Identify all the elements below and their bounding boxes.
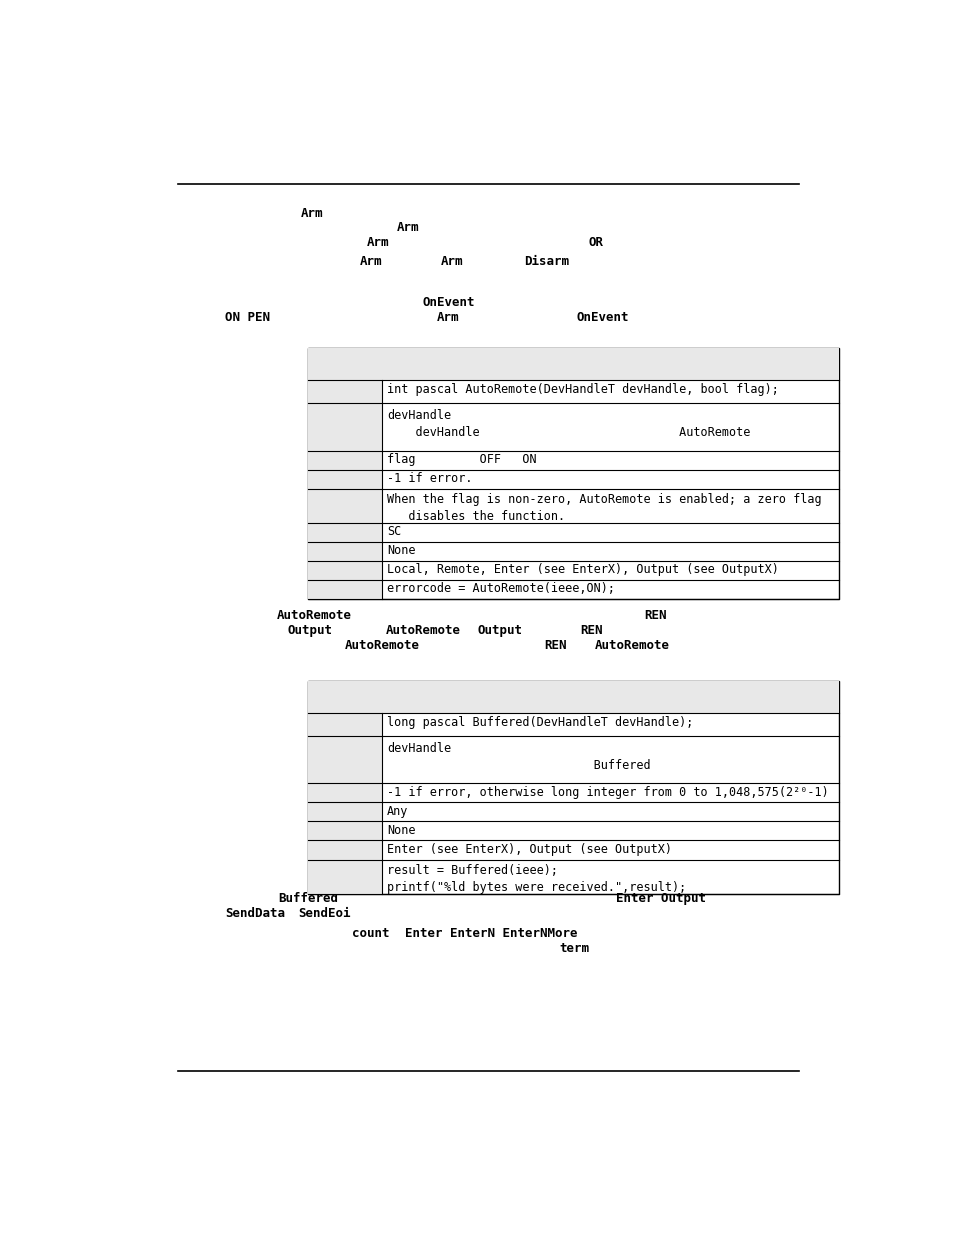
Text: ON PEN: ON PEN (225, 311, 270, 324)
Text: Buffered: Buffered (278, 892, 338, 905)
Bar (308, 713, 381, 736)
Text: flag         OFF   ON: flag OFF ON (387, 453, 536, 466)
Text: When the flag is non-zero, AutoRemote is enabled; a zero flag
   disables the fu: When the flag is non-zero, AutoRemote is… (387, 493, 821, 522)
Text: Any: Any (387, 805, 408, 818)
Bar (308, 821, 381, 841)
Text: Arm: Arm (359, 254, 381, 268)
Text: Arm: Arm (396, 221, 418, 235)
Text: SendData: SendData (225, 906, 285, 920)
Text: REN: REN (544, 638, 566, 652)
Text: Output: Output (287, 624, 332, 637)
Text: errorcode = AutoRemote(ieee,ON);: errorcode = AutoRemote(ieee,ON); (387, 582, 615, 595)
Text: OnEvent: OnEvent (422, 295, 475, 309)
Text: None: None (387, 824, 415, 837)
Bar (308, 348, 838, 380)
Text: OR: OR (588, 236, 603, 248)
Text: -1 if error, otherwise long integer from 0 to 1,048,575(2²⁰-1): -1 if error, otherwise long integer from… (387, 785, 828, 799)
Bar (308, 841, 381, 860)
Text: result = Buffered(ieee);
printf("%ld bytes were received.",result);: result = Buffered(ieee); printf("%ld byt… (387, 863, 685, 894)
Bar (308, 736, 381, 783)
Text: count: count (352, 927, 389, 940)
Text: AutoRemote: AutoRemote (344, 638, 419, 652)
Bar (308, 561, 381, 580)
Text: REN: REN (643, 609, 666, 622)
Text: term: term (558, 942, 589, 955)
Text: Local, Remote, Enter (see EnterX), Output (see OutputX): Local, Remote, Enter (see EnterX), Outpu… (387, 563, 778, 577)
Bar (308, 451, 381, 469)
Text: Output: Output (476, 624, 521, 637)
Bar (308, 489, 381, 522)
Bar (308, 403, 381, 451)
Text: None: None (387, 545, 415, 557)
Text: REN: REN (580, 624, 602, 637)
Text: long pascal Buffered(DevHandleT devHandle);: long pascal Buffered(DevHandleT devHandl… (387, 716, 693, 729)
Text: Enter (see EnterX), Output (see OutputX): Enter (see EnterX), Output (see OutputX) (387, 842, 671, 856)
Bar (308, 348, 838, 599)
Bar (308, 542, 381, 561)
Text: SC: SC (387, 525, 400, 538)
Text: Arm: Arm (300, 207, 322, 220)
Text: OnEvent: OnEvent (576, 311, 628, 324)
Text: devHandle
                             Buffered: devHandle Buffered (387, 741, 650, 772)
Bar (308, 380, 381, 403)
Text: SendEoi: SendEoi (298, 906, 351, 920)
Text: -1 if error.: -1 if error. (387, 472, 472, 485)
Text: AutoRemote: AutoRemote (385, 624, 460, 637)
Text: AutoRemote: AutoRemote (594, 638, 669, 652)
Bar (308, 783, 381, 803)
Text: devHandle
    devHandle                            AutoRemote: devHandle devHandle AutoRemote (387, 409, 749, 438)
Text: Arm: Arm (367, 236, 389, 248)
Bar (308, 803, 381, 821)
Text: Arm: Arm (436, 311, 459, 324)
Text: Disarm: Disarm (524, 254, 569, 268)
Bar (308, 680, 838, 713)
Bar (308, 469, 381, 489)
Text: Arm: Arm (440, 254, 463, 268)
Bar (308, 580, 381, 599)
Text: AutoRemote: AutoRemote (276, 609, 352, 622)
Bar (308, 522, 381, 542)
Bar (308, 860, 381, 894)
Text: Enter Output: Enter Output (616, 892, 705, 905)
Bar (308, 680, 838, 894)
Text: Enter EnterN EnterNMore: Enter EnterN EnterNMore (405, 927, 578, 940)
Text: int pascal AutoRemote(DevHandleT devHandle, bool flag);: int pascal AutoRemote(DevHandleT devHand… (387, 383, 778, 396)
